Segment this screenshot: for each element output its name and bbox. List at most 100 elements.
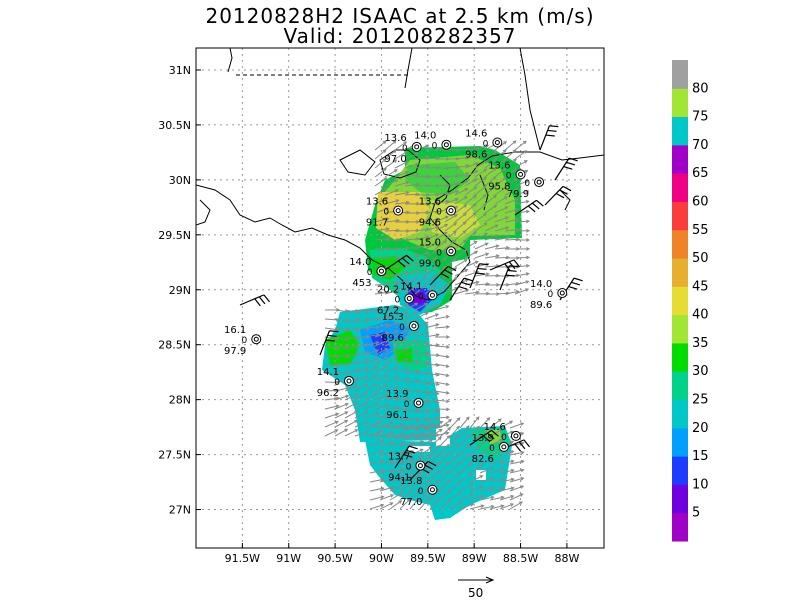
wind-vector-head (435, 323, 440, 327)
wind-vector-head (502, 149, 507, 154)
wind-vector-head (435, 333, 440, 337)
wind-vector-head (385, 227, 390, 231)
wind-vector (414, 381, 429, 384)
wind-vector (444, 257, 457, 268)
wind-vector-head (364, 411, 369, 415)
wind-vector (434, 240, 447, 250)
wind-vector (364, 326, 379, 329)
wind-vector-head (405, 436, 410, 441)
wind-vector (344, 429, 358, 437)
wind-vector (389, 423, 404, 429)
wind-vector-head (462, 221, 467, 226)
station-zero: 0 (395, 296, 401, 306)
lon-tick-label: 89W (462, 552, 487, 565)
wind-vector-head (512, 158, 517, 163)
wind-vector-head (365, 358, 370, 363)
wind-vector-head (375, 422, 380, 426)
wind-vector (364, 366, 378, 374)
wind-vector (324, 345, 339, 350)
wind-vector-head (392, 149, 397, 154)
colorbar-segment (672, 60, 688, 89)
wind-barb-staff (554, 157, 570, 181)
wind-vector (459, 444, 470, 456)
wind-vector (384, 199, 399, 205)
wind-vector (414, 331, 429, 338)
wind-vector-head (484, 152, 489, 156)
wind-vector-head (364, 384, 369, 388)
wind-vector-head (420, 432, 425, 436)
wind-vector-head (419, 456, 424, 461)
wind-vector (454, 196, 468, 205)
wind-vector-head (500, 468, 505, 472)
wind-vector (464, 162, 479, 169)
wind-vector-head (466, 453, 471, 458)
wind-vector-head (520, 422, 525, 426)
wind-vector-head (345, 394, 350, 399)
wind-vector (374, 149, 387, 160)
wind-vector (454, 249, 467, 259)
wind-vector-head (425, 235, 430, 240)
wind-vector (504, 228, 519, 232)
wind-vector-head (445, 325, 450, 329)
wind-vector (429, 429, 443, 438)
wind-vector (384, 338, 398, 347)
wind-vector (414, 251, 428, 259)
wind-barb-staff (449, 277, 465, 301)
wind-barb-feather (401, 257, 410, 265)
station-ring (498, 441, 509, 452)
wind-vector (334, 395, 349, 401)
wind-vector-head (520, 476, 525, 481)
station-value-bottom: 97.0 (384, 154, 406, 165)
wind-vector-head (464, 268, 469, 273)
wind-vector-head (510, 486, 515, 491)
wind-vector-head (500, 486, 505, 491)
wind-vector (459, 503, 474, 510)
wind-vector (354, 367, 369, 374)
colorbar-label: 65 (692, 166, 709, 181)
station-value-top: 14.0 (414, 131, 436, 142)
lat-tick-label: 29.5N (158, 229, 191, 242)
station-ring (427, 484, 438, 495)
wind-vector (364, 402, 378, 410)
station-value-top: 13.6 (419, 197, 441, 208)
wind-vector (494, 177, 507, 187)
wind-barb-staff (384, 254, 407, 271)
wind-vector-head (463, 196, 468, 200)
wind-vector (499, 495, 514, 501)
wind-vector-head (414, 330, 419, 334)
wind-vector (509, 451, 524, 456)
wind-vector-head (492, 185, 497, 190)
wind-vector-head (405, 271, 410, 275)
wind-vector (469, 455, 482, 465)
wind-vector-head (385, 217, 390, 221)
wind-vector (334, 363, 350, 366)
wind-vector-head (446, 345, 450, 349)
wind-vector (424, 408, 439, 412)
wind-vector-head (364, 420, 369, 425)
wind-barb-feather (518, 441, 526, 450)
wind-vector-head (437, 444, 442, 449)
wind-vector-head (365, 310, 370, 314)
wind-vector (474, 144, 489, 151)
wind-vector (414, 284, 427, 295)
wind-vector (464, 291, 479, 295)
wind-barb-feather (427, 460, 437, 467)
wind-barb-staff (394, 445, 410, 469)
wind-vector-head (474, 170, 479, 174)
wind-barb-feather (559, 189, 568, 195)
colorbar-label: 15 (692, 449, 709, 464)
wind-vector (374, 339, 389, 347)
wind-vector-head (395, 280, 400, 285)
wind-vector (489, 505, 504, 510)
station-zero: 0 (406, 463, 412, 473)
wind-vector-head (467, 463, 472, 467)
wind-vector (504, 238, 520, 241)
wind-vector (484, 150, 497, 160)
lon-tick-label: 89.5W (410, 552, 445, 565)
wind-vector-head (404, 320, 409, 325)
wind-vector (369, 478, 384, 483)
wind-vector (474, 203, 487, 214)
wind-vector-head (520, 459, 525, 464)
wind-vector-head (479, 475, 484, 479)
wind-vector (404, 360, 419, 365)
